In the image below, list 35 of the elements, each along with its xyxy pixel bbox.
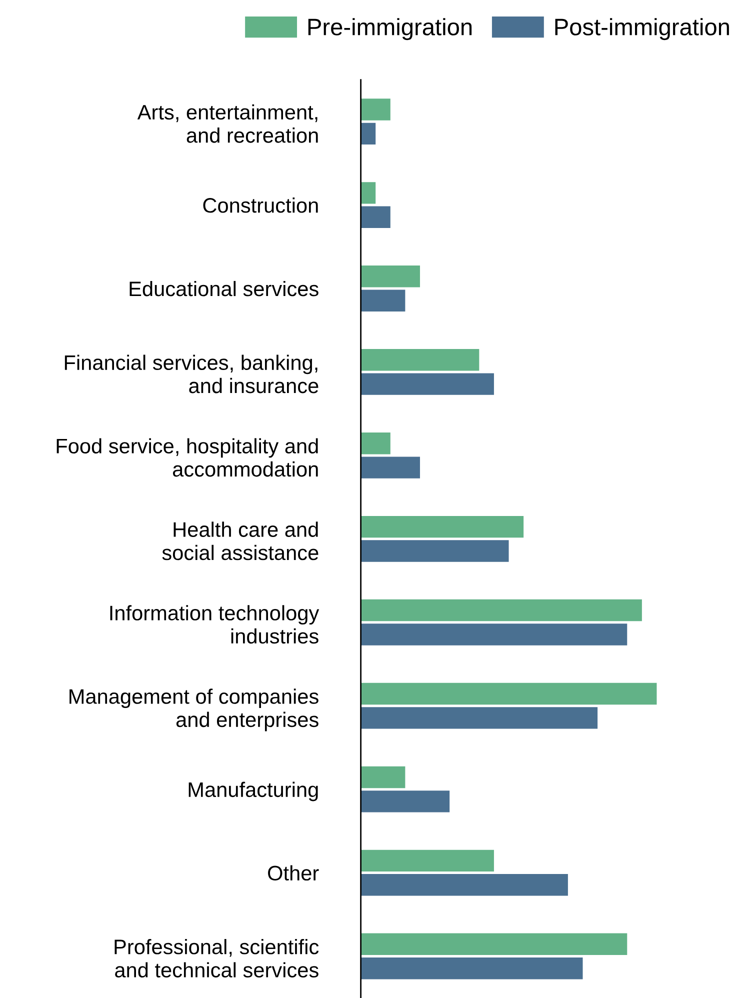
y-tick-label: Management of companies and enterprises — [70, 688, 318, 732]
bar — [360, 349, 480, 371]
bar — [360, 540, 509, 562]
bar — [360, 290, 406, 312]
bar — [360, 373, 494, 395]
legend-label: Post-immigration — [555, 18, 729, 40]
bar — [360, 624, 628, 646]
bar — [360, 266, 420, 288]
bar — [360, 682, 657, 705]
bar — [360, 516, 524, 538]
y-tick-label: Educational services — [130, 280, 318, 296]
y-tick-label: Professional, scientific and technical services — [114, 939, 319, 978]
bar — [360, 958, 583, 980]
y-tick-label: Construction — [203, 197, 318, 213]
bar — [360, 850, 494, 872]
y-tick-label: Health care and social assistance — [162, 522, 318, 560]
y-tick-label: Information technology industries — [110, 605, 320, 644]
bar — [360, 98, 390, 120]
y-tick-label: Manufacturing — [188, 782, 318, 802]
bar — [360, 599, 642, 622]
y-tick-label: Arts, entertainment, and recreation — [137, 104, 318, 143]
bar — [360, 874, 568, 896]
y-tick-label: Other — [268, 865, 319, 881]
bar — [360, 707, 598, 729]
bar — [360, 206, 390, 228]
bar — [360, 456, 420, 478]
legend-label: Pre-immigration — [308, 18, 472, 40]
y-tick-label: Food service, hospitality and accommodation — [56, 438, 318, 477]
bar — [360, 766, 406, 788]
bar — [360, 432, 390, 454]
bar — [360, 122, 376, 145]
bar — [360, 182, 376, 204]
bar — [360, 933, 628, 956]
y-tick-label: Financial services, banking, and insurance — [64, 354, 318, 394]
bar — [360, 790, 450, 812]
